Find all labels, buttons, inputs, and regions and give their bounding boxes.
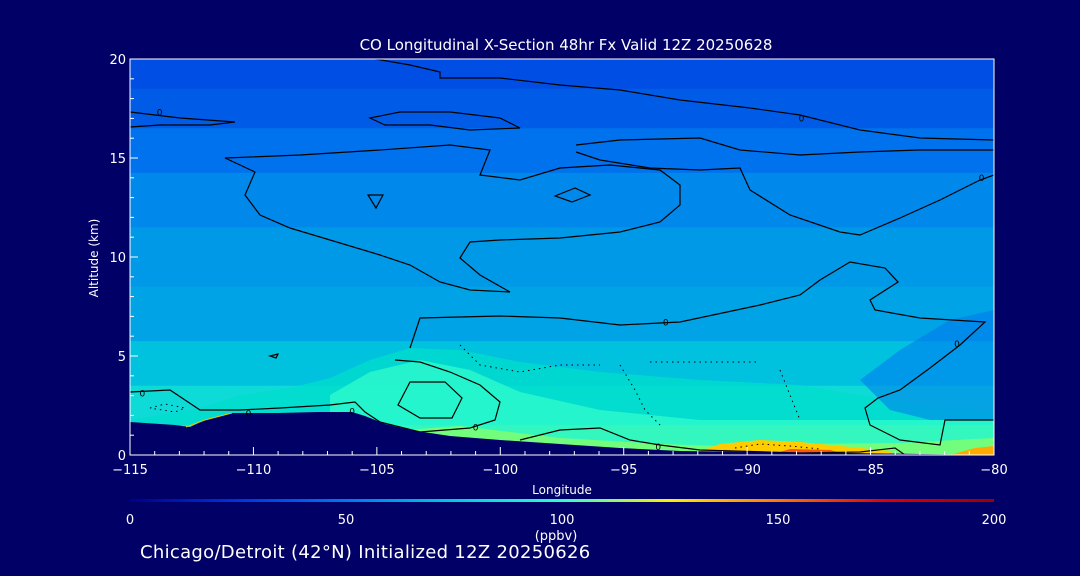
concentration-layer <box>130 286 994 342</box>
concentration-layer <box>130 88 994 129</box>
y-tick-label: 0 <box>118 449 126 464</box>
contour-line <box>575 137 994 156</box>
colorbar-ticks: 0 50 100 150 200 <box>126 513 1007 528</box>
x-tick-label: −95 <box>610 463 637 478</box>
contour-label: 0 <box>139 390 145 400</box>
x-tick-label: −110 <box>236 463 272 478</box>
plot-area: 0 0 0 0 0 0 0 0 0 0 <box>130 59 994 455</box>
contour-line <box>409 261 994 446</box>
concentration-layer <box>130 59 994 90</box>
contour-line <box>368 111 521 131</box>
contour-line <box>366 194 385 210</box>
colorbar-tick-label: 200 <box>982 513 1007 528</box>
colorbar-tick-label: 50 <box>338 513 355 528</box>
contour-label: 0 <box>663 318 669 328</box>
y-tick-label: 15 <box>109 152 126 167</box>
y-axis: 0 5 10 15 20 <box>109 53 138 464</box>
chart-title: CO Longitudinal X-Section 48hr Fx Valid … <box>360 36 773 54</box>
contour-line <box>575 151 994 236</box>
contour-label: 0 <box>954 340 960 350</box>
terrain-surface-line <box>185 412 233 428</box>
contour-label: 0 <box>246 409 252 419</box>
x-tick-label: −100 <box>482 463 518 478</box>
contour-line <box>224 144 681 293</box>
colorbar-tick-label: 150 <box>766 513 791 528</box>
x-axis-label: Longitude <box>532 483 592 497</box>
footer-caption: Chicago/Detroit (42°N) Initialized 12Z 2… <box>140 542 591 563</box>
y-tick-label: 10 <box>109 251 126 266</box>
contour-line <box>130 111 236 128</box>
x-tick-label: −115 <box>112 463 148 478</box>
colorbar-tick-label: 0 <box>126 513 134 528</box>
concentration-layer <box>130 128 994 174</box>
y-axis-label: Altitude (km) <box>87 219 101 298</box>
contour-label: 0 <box>349 407 355 417</box>
contour-line <box>553 187 592 203</box>
contour-line <box>267 353 280 359</box>
contour-lines <box>130 59 994 455</box>
colorbar-tick-label: 100 <box>550 513 575 528</box>
concentration-layer <box>130 227 994 288</box>
contour-labels: 0 0 0 0 0 0 0 0 0 0 <box>139 108 984 453</box>
x-tick-label: −90 <box>733 463 760 478</box>
y-tick-label: 20 <box>109 53 126 68</box>
terrain-mask <box>130 412 994 455</box>
east-surface-high-co-region <box>950 446 994 455</box>
contour-label: 0 <box>473 423 479 433</box>
contour-line <box>130 359 501 433</box>
contour-line <box>374 59 994 141</box>
colorbar <box>130 499 994 502</box>
x-axis: −115 −110 −105 −100 −95 −90 −85 −80 <box>112 447 1008 478</box>
dotted-contour <box>149 403 187 413</box>
dotted-contours <box>149 344 821 450</box>
concentration-layer <box>130 172 994 228</box>
y-tick-label: 5 <box>118 350 126 365</box>
colorbar-unit-label: (ppbv) <box>535 529 578 544</box>
contour-label: 0 <box>157 108 163 118</box>
contour-label: 0 <box>655 443 661 453</box>
contour-line <box>397 381 463 419</box>
contour-label: 0 <box>979 174 985 184</box>
contour-label: 0 <box>799 114 805 124</box>
x-tick-label: −85 <box>857 463 884 478</box>
dotted-contour <box>779 369 801 421</box>
contour-line <box>519 427 906 455</box>
x-tick-label: −80 <box>980 463 1007 478</box>
x-tick-label: −105 <box>359 463 395 478</box>
